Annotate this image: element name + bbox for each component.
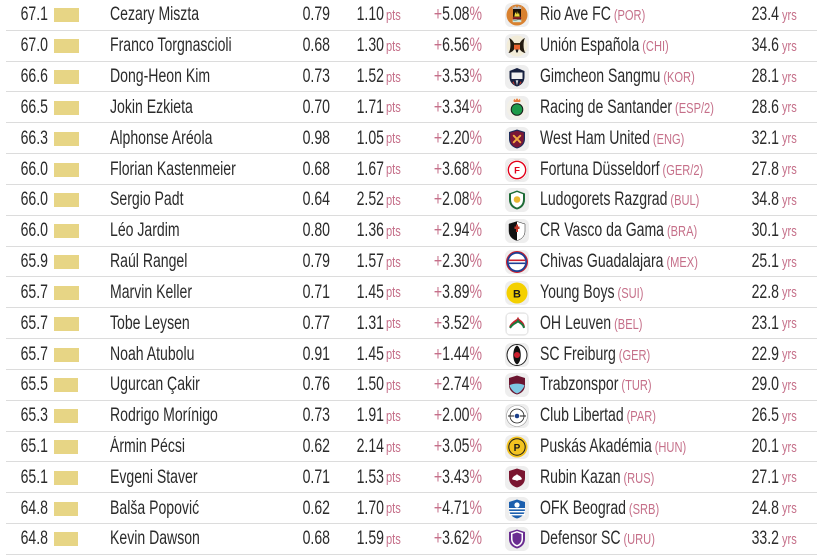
svg-text:B: B <box>513 288 521 300</box>
svg-text:F: F <box>514 165 520 176</box>
svg-text:P: P <box>514 443 521 454</box>
